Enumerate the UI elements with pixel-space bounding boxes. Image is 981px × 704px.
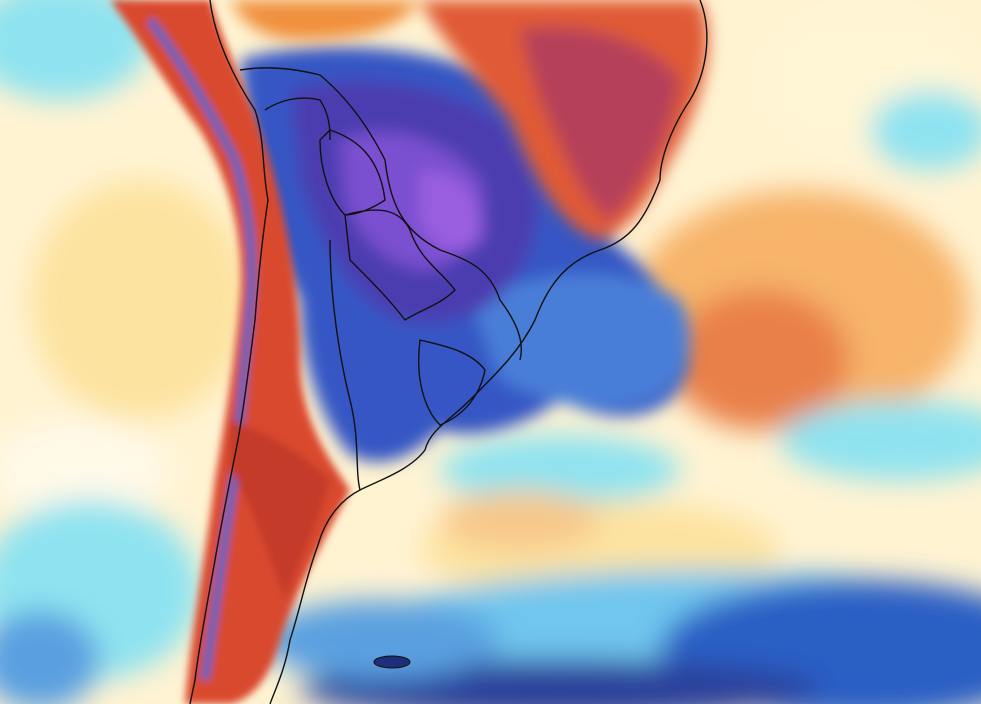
- brazil-border: [239, 67, 522, 361]
- warm-air-northeast: [230, 0, 709, 240]
- andes-warm-strip: [110, 0, 350, 704]
- falkland-islands: [373, 655, 411, 669]
- uruguay-border: [418, 339, 486, 426]
- argentina-border: [329, 239, 361, 491]
- boundaries: [189, 0, 708, 704]
- paraguay-border: [344, 209, 456, 321]
- peru-border: [264, 97, 331, 141]
- atlantic-coastline: [269, 0, 708, 704]
- pacific-coastline: [189, 0, 269, 704]
